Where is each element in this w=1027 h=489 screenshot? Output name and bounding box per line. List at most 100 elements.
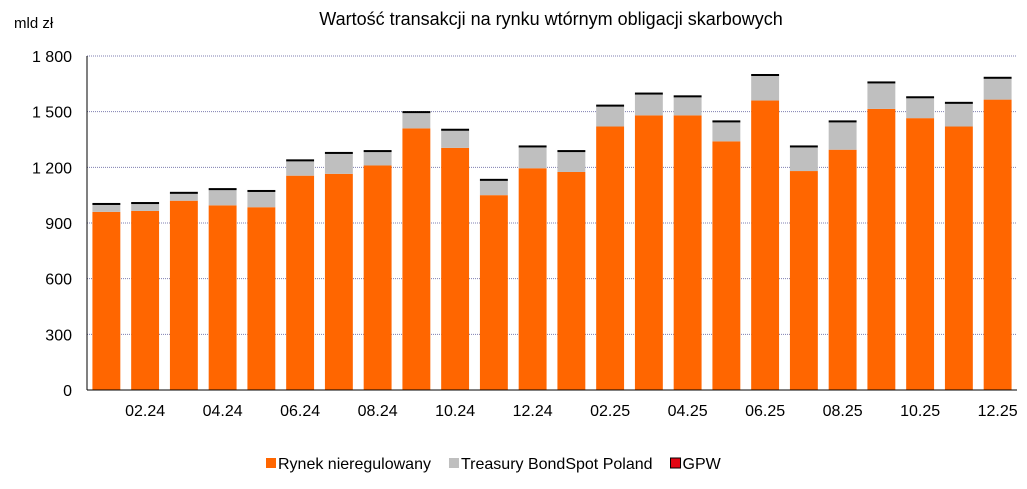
y-tick-label: 1 800 bbox=[32, 49, 72, 66]
legend-label-treasury: Treasury BondSpot Poland bbox=[461, 456, 653, 473]
bar-treasury bbox=[169, 193, 198, 201]
bar-rynek bbox=[169, 200, 198, 390]
bar-rynek bbox=[983, 99, 1012, 390]
bar-treasury bbox=[906, 97, 935, 119]
bar-treasury bbox=[828, 121, 857, 150]
chart-title: Wartość transakcji na rynku wtórnym obli… bbox=[319, 9, 783, 29]
bar-gpw bbox=[169, 191, 198, 194]
bar-treasury bbox=[789, 146, 818, 172]
bar-gpw bbox=[363, 150, 392, 153]
bar-gpw bbox=[518, 145, 547, 148]
y-tick-label: 1 200 bbox=[32, 160, 72, 177]
y-axis-unit-label: mld zł bbox=[14, 15, 54, 32]
bar-treasury bbox=[208, 189, 237, 206]
bar-rynek bbox=[596, 126, 625, 390]
bar-gpw bbox=[402, 111, 431, 114]
bar-treasury bbox=[557, 151, 586, 172]
bar-rynek bbox=[324, 173, 353, 390]
bar-gpw bbox=[673, 95, 702, 98]
x-tick-label: 04.24 bbox=[203, 403, 243, 420]
x-tick-label: 02.25 bbox=[590, 403, 630, 420]
bar-treasury bbox=[479, 180, 508, 196]
bar-treasury bbox=[247, 191, 276, 208]
bar-rynek bbox=[751, 100, 780, 391]
legend: Rynek nieregulowany Treasury BondSpot Pol… bbox=[266, 456, 722, 473]
x-tick-label: 02.24 bbox=[125, 403, 165, 420]
legend-swatch-rynek bbox=[266, 458, 276, 468]
x-tick-label: 04.25 bbox=[668, 403, 708, 420]
bar-treasury bbox=[92, 204, 121, 212]
bar-rynek bbox=[634, 115, 663, 390]
x-tick-label: 10.25 bbox=[900, 403, 940, 420]
bar-treasury bbox=[867, 82, 896, 109]
bars bbox=[92, 73, 1012, 391]
bar-treasury bbox=[402, 112, 431, 129]
bar-rynek bbox=[673, 115, 702, 390]
bar-rynek bbox=[208, 205, 237, 390]
bar-rynek bbox=[363, 165, 392, 390]
bar-rynek bbox=[828, 149, 857, 390]
bar-gpw bbox=[479, 178, 508, 181]
bar-treasury bbox=[983, 78, 1012, 100]
bar-gpw bbox=[751, 73, 780, 76]
y-tick-label: 1 500 bbox=[32, 105, 72, 122]
bar-rynek bbox=[92, 211, 121, 390]
bar-gpw bbox=[324, 151, 353, 154]
x-axis-ticks: 02.24 04.24 06.24 08.24 10.24 12.24 02.25 04.25… bbox=[125, 403, 1018, 420]
legend-label-rynek: Rynek nieregulowany bbox=[278, 456, 431, 473]
y-tick-label: 0 bbox=[63, 383, 72, 400]
bar-gpw bbox=[789, 145, 818, 148]
bar-treasury bbox=[712, 121, 741, 142]
bar-gpw bbox=[634, 92, 663, 95]
bar-gpw bbox=[92, 202, 121, 205]
bar-treasury bbox=[518, 146, 547, 169]
x-tick-label: 06.24 bbox=[280, 403, 320, 420]
bar-gpw bbox=[867, 81, 896, 84]
legend-label-gpw: GPW bbox=[683, 456, 722, 473]
bar-treasury bbox=[286, 160, 315, 176]
bar-gpw bbox=[944, 101, 973, 104]
bar-gpw bbox=[906, 96, 935, 99]
bar-rynek bbox=[906, 118, 935, 391]
bar-rynek bbox=[518, 168, 547, 390]
x-tick-label: 12.25 bbox=[978, 403, 1018, 420]
legend-swatch-gpw bbox=[670, 457, 682, 469]
bar-treasury bbox=[131, 203, 160, 211]
y-tick-label: 300 bbox=[45, 327, 72, 344]
bar-gpw bbox=[557, 150, 586, 153]
x-tick-label: 10.24 bbox=[435, 403, 475, 420]
bar-rynek bbox=[441, 147, 470, 390]
bar-gpw bbox=[286, 159, 315, 162]
x-tick-label: 08.24 bbox=[358, 403, 398, 420]
x-tick-label: 06.25 bbox=[745, 403, 785, 420]
bar-rynek bbox=[789, 171, 818, 390]
bar-treasury bbox=[596, 106, 625, 127]
bar-rynek bbox=[286, 175, 315, 390]
bar-treasury bbox=[751, 75, 780, 101]
gridlines bbox=[87, 55, 1017, 335]
bar-treasury bbox=[324, 153, 353, 174]
bar-treasury bbox=[673, 96, 702, 116]
y-tick-label: 600 bbox=[45, 272, 72, 289]
x-tick-label: 12.24 bbox=[513, 403, 553, 420]
bar-rynek bbox=[402, 128, 431, 390]
bar-rynek bbox=[944, 126, 973, 390]
bar-gpw bbox=[712, 120, 741, 123]
bar-gpw bbox=[983, 76, 1012, 79]
bar-gpw bbox=[828, 120, 857, 123]
bar-treasury bbox=[441, 130, 470, 148]
bar-rynek bbox=[131, 210, 160, 390]
bar-treasury bbox=[634, 94, 663, 116]
bar-gpw bbox=[131, 202, 160, 205]
bar-rynek bbox=[712, 141, 741, 390]
bar-gpw bbox=[208, 188, 237, 191]
bar-treasury bbox=[944, 103, 973, 127]
bar-gpw bbox=[441, 128, 470, 131]
axes bbox=[86, 56, 1017, 391]
bar-treasury bbox=[363, 151, 392, 166]
bar-rynek bbox=[557, 171, 586, 390]
bar-gpw bbox=[596, 104, 625, 107]
bar-rynek bbox=[867, 108, 896, 390]
y-tick-label: 900 bbox=[45, 216, 72, 233]
